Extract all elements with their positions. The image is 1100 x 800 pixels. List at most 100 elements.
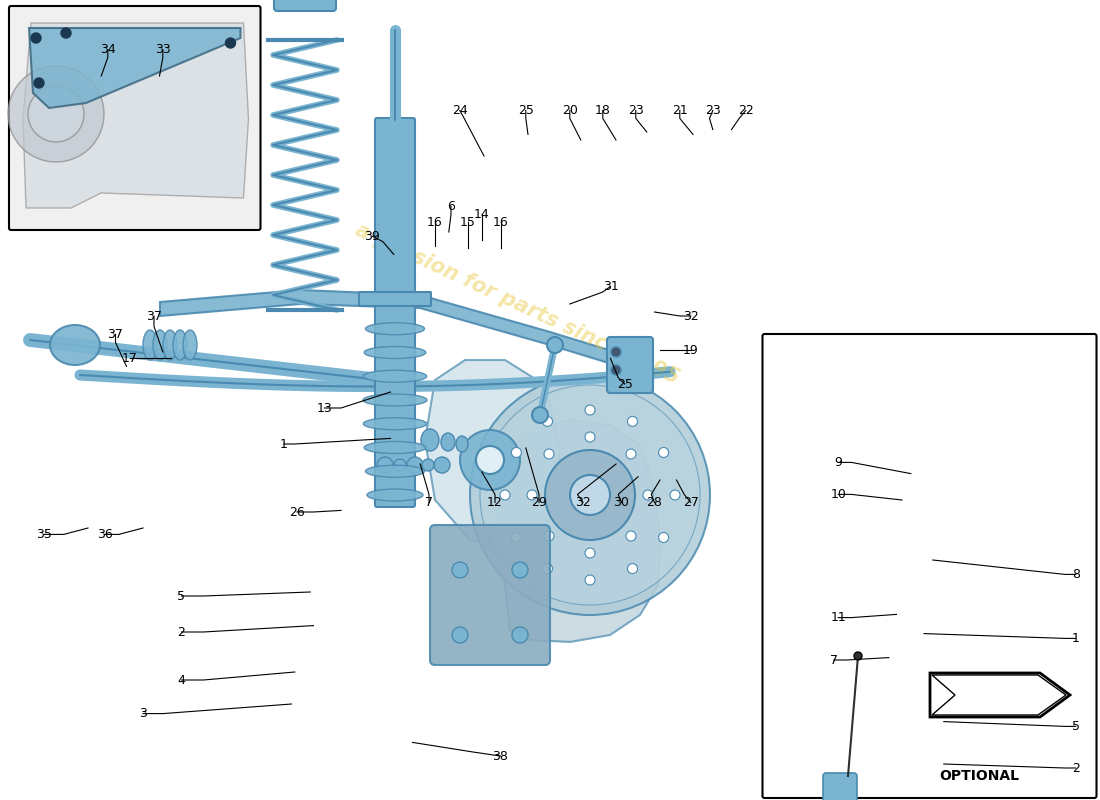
Text: 28: 28 (647, 496, 662, 509)
Ellipse shape (456, 436, 468, 452)
Circle shape (434, 457, 450, 473)
Ellipse shape (173, 330, 187, 360)
Ellipse shape (363, 394, 427, 406)
Text: 27: 27 (683, 496, 698, 509)
FancyBboxPatch shape (430, 525, 550, 665)
Ellipse shape (163, 330, 177, 360)
Circle shape (377, 457, 393, 473)
Circle shape (542, 564, 552, 574)
Text: 32: 32 (683, 310, 698, 322)
Circle shape (500, 490, 510, 500)
Polygon shape (425, 360, 560, 545)
Circle shape (585, 432, 595, 442)
Circle shape (470, 375, 710, 615)
Ellipse shape (143, 330, 157, 360)
Text: 26: 26 (289, 506, 305, 518)
Polygon shape (23, 23, 249, 208)
Circle shape (226, 38, 235, 48)
Text: 37: 37 (146, 310, 162, 322)
Text: a passion for parts since 1995: a passion for parts since 1995 (352, 220, 682, 388)
Ellipse shape (363, 418, 427, 430)
Circle shape (542, 416, 552, 426)
Text: 22: 22 (738, 104, 754, 117)
Text: 32: 32 (575, 496, 591, 509)
Text: OPTIONAL: OPTIONAL (939, 769, 1019, 783)
Text: 1: 1 (1071, 632, 1080, 645)
Circle shape (527, 490, 537, 500)
Text: 6: 6 (447, 200, 455, 213)
Circle shape (512, 533, 521, 542)
Text: 7: 7 (829, 654, 838, 666)
Ellipse shape (421, 429, 439, 451)
Text: 21: 21 (672, 104, 688, 117)
Text: 18: 18 (595, 104, 610, 117)
Circle shape (585, 405, 595, 415)
Ellipse shape (183, 330, 197, 360)
Text: 11: 11 (830, 611, 846, 624)
FancyBboxPatch shape (823, 773, 857, 800)
Circle shape (585, 548, 595, 558)
Text: 23: 23 (705, 104, 720, 117)
Circle shape (512, 627, 528, 643)
Polygon shape (160, 290, 625, 368)
Text: 7: 7 (425, 496, 433, 509)
Circle shape (854, 652, 862, 660)
Text: 14: 14 (474, 208, 490, 221)
Circle shape (544, 531, 554, 541)
Text: 2: 2 (177, 626, 186, 638)
Ellipse shape (363, 370, 427, 382)
Circle shape (547, 337, 563, 353)
Circle shape (626, 449, 636, 459)
Circle shape (460, 430, 520, 490)
Polygon shape (932, 675, 1066, 715)
Text: 16: 16 (493, 216, 508, 229)
Circle shape (670, 490, 680, 500)
Text: 35: 35 (36, 528, 52, 541)
Circle shape (452, 562, 468, 578)
Circle shape (407, 457, 424, 473)
Text: 5: 5 (177, 590, 186, 602)
Text: 13: 13 (317, 402, 332, 414)
Text: 39: 39 (364, 230, 380, 242)
Circle shape (544, 449, 554, 459)
Text: 16: 16 (427, 216, 442, 229)
Text: 17: 17 (122, 352, 138, 365)
Text: 9: 9 (834, 456, 843, 469)
Text: 25: 25 (518, 104, 534, 117)
Circle shape (644, 490, 653, 500)
Circle shape (610, 347, 621, 357)
Text: 2: 2 (1071, 762, 1080, 774)
Text: 29: 29 (531, 496, 547, 509)
Text: 37: 37 (108, 328, 123, 341)
Circle shape (570, 475, 611, 515)
Text: 4: 4 (177, 674, 186, 686)
Text: 20: 20 (562, 104, 578, 117)
Ellipse shape (153, 330, 167, 360)
Circle shape (476, 446, 504, 474)
Circle shape (585, 575, 595, 585)
FancyBboxPatch shape (375, 118, 415, 507)
Text: 25: 25 (617, 378, 632, 390)
Circle shape (512, 447, 521, 458)
Ellipse shape (365, 322, 425, 334)
Circle shape (512, 562, 528, 578)
Circle shape (532, 407, 548, 423)
Text: 23: 23 (628, 104, 643, 117)
Circle shape (422, 459, 435, 471)
FancyBboxPatch shape (359, 292, 431, 306)
Circle shape (659, 447, 669, 458)
Ellipse shape (441, 433, 455, 451)
Circle shape (31, 33, 41, 43)
Circle shape (659, 533, 669, 542)
Text: 36: 36 (97, 528, 112, 541)
Text: 30: 30 (614, 496, 629, 509)
Text: 38: 38 (493, 750, 508, 762)
Text: 1: 1 (279, 438, 288, 450)
Circle shape (627, 564, 638, 574)
Text: 24: 24 (452, 104, 468, 117)
Ellipse shape (364, 442, 426, 454)
FancyBboxPatch shape (9, 6, 261, 230)
Text: 33: 33 (155, 43, 170, 56)
Circle shape (8, 66, 104, 162)
Ellipse shape (364, 346, 426, 358)
